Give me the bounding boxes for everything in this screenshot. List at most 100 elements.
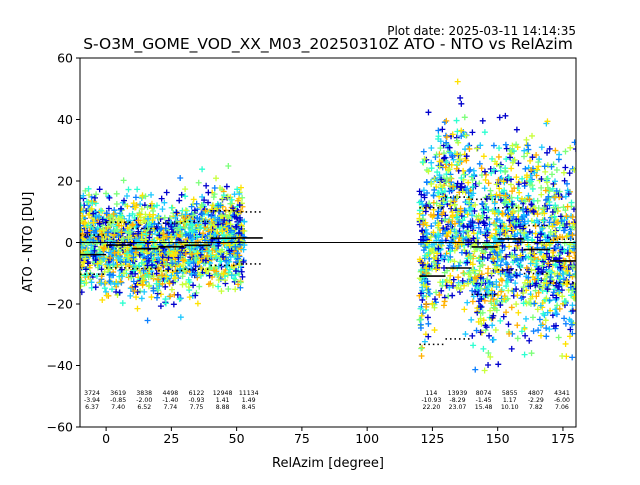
scatter-point [419,201,426,208]
scatter-point [85,211,92,218]
scatter-point [428,144,435,151]
scatter-point [498,295,505,302]
scatter-point [471,288,478,295]
scatter-point [443,139,450,146]
scatter-point [547,274,554,281]
scatter-point [521,147,528,154]
scatter-point [473,275,480,282]
scatter-point [142,211,149,218]
bin-mean-label: -2.29 [528,397,544,404]
scatter-point [203,253,210,260]
scatter-point [492,235,499,242]
scatter-point [99,216,106,223]
scatter-point [476,160,483,167]
scatter-point [140,277,147,284]
scatter-point [550,289,557,296]
scatter-point [513,141,520,148]
scatter-point [103,210,110,217]
scatter-point [553,311,560,318]
scatter-point [470,342,477,349]
scatter-point [209,247,216,254]
scatter-point [433,266,440,273]
scatter-point [468,316,475,323]
scatter-point [562,340,569,347]
scatter-point [168,272,175,279]
scatter-point [182,251,189,258]
scatter-point [436,158,443,165]
scatter-point [526,196,533,203]
bin-std-label: 15.48 [475,404,493,411]
scatter-point [572,272,576,279]
scatter-point [437,162,444,169]
scatter-point [429,300,436,307]
scatter-point [425,109,432,116]
scatter-point [92,257,99,264]
scatter-point [177,314,184,321]
scatter-point [465,232,472,239]
scatter-point [561,217,568,224]
scatter-point [80,202,84,209]
scatter-point [490,142,497,149]
scatter-point [527,295,534,302]
scatter-point [457,285,464,292]
scatter-point [153,249,160,256]
scatter-point [138,206,145,213]
scatter-point [520,289,527,296]
scatter-point [217,248,224,255]
scatter-point [483,226,490,233]
scatter-point [458,127,465,134]
x-tick-label: 50 [229,431,245,446]
scatter-point [482,249,489,256]
plot-date: Plot date: 2025-03-11 14:14:35 [387,24,576,38]
scatter-point [470,293,477,300]
x-axis-label: RelAzim [degree] [272,456,384,471]
scatter-point [563,220,570,227]
scatter-point [231,213,238,220]
scatter-point [449,292,456,299]
scatter-point [419,159,426,166]
scatter-point [186,229,193,236]
scatter-point [145,283,152,290]
scatter-point [569,224,576,231]
scatter-point [118,212,125,219]
scatter-point [537,332,544,339]
scatter-point [423,265,430,272]
x-tick-label: 125 [420,431,444,446]
scatter-point [481,222,488,229]
scatter-point [491,210,498,217]
scatter-point [479,253,486,260]
scatter-point [533,257,540,264]
scatter-point [130,254,137,261]
scatter-point [476,267,483,274]
scatter-point [440,175,447,182]
scatter-point [556,305,563,312]
scatter-point [220,192,227,199]
scatter-point [158,195,165,202]
scatter-point [513,126,520,133]
scatter-point [561,298,568,305]
scatter-point [516,223,523,230]
scatter-point [142,193,149,200]
scatter-point [466,145,473,152]
scatter-point [130,267,137,274]
scatter-point [435,189,442,196]
scatter-point [418,312,425,319]
scatter-point [521,351,528,358]
scatter-point [469,219,476,226]
bin-count-label: 11134 [239,390,259,397]
scatter-point [478,165,485,172]
scatter-point [449,282,456,289]
scatter-point [525,146,532,153]
scatter-point [153,294,160,301]
scatter-point [193,233,200,240]
scatter-point [485,265,492,272]
scatter-point [82,187,89,194]
scatter-point [436,202,443,209]
scatter-point [170,301,177,308]
scatter-point [83,272,90,279]
scatter-point [234,186,241,193]
scatter-point [496,145,503,152]
scatter-point [482,286,489,293]
scatter-point [469,332,476,339]
scatter-point [169,260,176,267]
